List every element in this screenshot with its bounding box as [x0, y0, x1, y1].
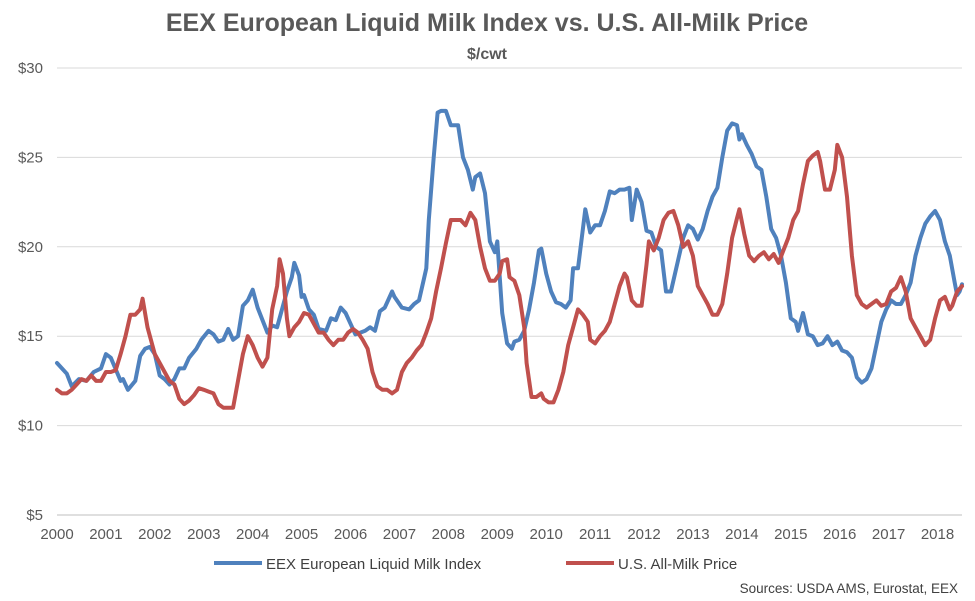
x-tick-label: 2002 [138, 526, 171, 543]
chart-subtitle: $/cwt [467, 46, 508, 63]
chart-title: EEX European Liquid Milk Index vs. U.S. … [166, 9, 808, 37]
x-tick-label: 2005 [285, 526, 318, 543]
x-tick-label: 2013 [676, 526, 709, 543]
legend-label-us-all-milk: U.S. All-Milk Price [618, 556, 737, 573]
y-tick-label: $15 [18, 328, 43, 345]
x-tick-label: 2008 [432, 526, 465, 543]
axes: $5 $10 $15 $20 $25 $30 2000 2001 2002 2003 2004 200… [18, 60, 962, 543]
x-tick-label: 2015 [774, 526, 807, 543]
x-tick-label: 2007 [383, 526, 416, 543]
x-tick-label: 2012 [627, 526, 660, 543]
x-tick-label: 2000 [40, 526, 73, 543]
y-tick-label: $5 [26, 507, 43, 524]
x-tick-label: 2016 [823, 526, 856, 543]
y-tick-label: $25 [18, 149, 43, 166]
y-tick-label: $10 [18, 418, 43, 435]
x-tick-label: 2009 [481, 526, 514, 543]
series-line-eex [55, 108, 964, 392]
x-tick-label: 2017 [872, 526, 905, 543]
x-tick-label: 2004 [236, 526, 269, 543]
x-tick-label: 2003 [187, 526, 220, 543]
legend: EEX European Liquid Milk Index U.S. All-… [214, 556, 737, 573]
series-lines [55, 108, 964, 410]
x-tick-label: 2014 [725, 526, 758, 543]
y-tick-label: $20 [18, 239, 43, 256]
x-tick-label: 2001 [89, 526, 122, 543]
source-note: Sources: USDA AMS, Eurostat, EEX [740, 581, 958, 596]
x-tick-label: 2006 [334, 526, 367, 543]
series-line-us-all-milk [55, 142, 964, 410]
gridlines [57, 67, 962, 427]
x-tick-label: 2018 [921, 526, 954, 543]
x-tick-label: 2010 [530, 526, 563, 543]
x-tick-label: 2011 [579, 526, 611, 543]
legend-label-eex: EEX European Liquid Milk Index [266, 556, 482, 573]
y-tick-label: $30 [18, 60, 43, 77]
